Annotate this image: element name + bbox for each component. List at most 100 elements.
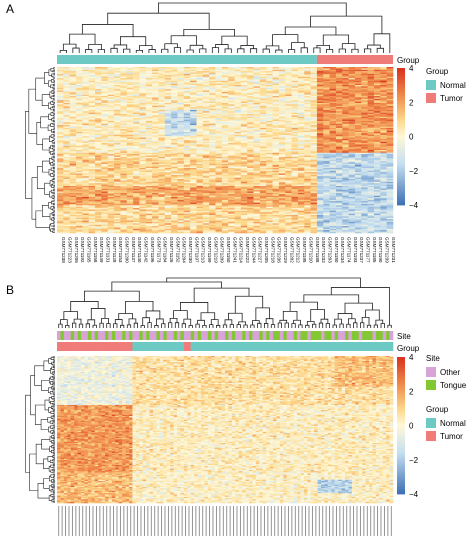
heatmap-cell bbox=[266, 79, 273, 82]
heatmap-cell bbox=[120, 73, 128, 76]
heatmap-cell bbox=[107, 78, 115, 80]
heatmap-cell bbox=[139, 87, 147, 90]
heatmap-cell bbox=[266, 109, 273, 112]
heatmap-cell bbox=[133, 87, 140, 90]
heatmap-cell bbox=[57, 108, 64, 111]
heatmap-cell bbox=[158, 71, 166, 73]
heatmap-cell bbox=[285, 115, 292, 118]
heatmap-cell bbox=[316, 71, 324, 73]
heatmap-cell bbox=[145, 96, 153, 98]
heatmap-cell bbox=[196, 72, 204, 75]
heatmap-cell bbox=[107, 90, 115, 93]
heatmap-cell bbox=[272, 111, 280, 113]
heatmap-cell bbox=[348, 80, 356, 83]
heatmap-cell bbox=[164, 109, 172, 112]
heatmap-cell bbox=[158, 105, 166, 108]
heatmap-cell bbox=[202, 97, 210, 100]
dendrogram-branch bbox=[186, 49, 194, 53]
heatmap-cell bbox=[278, 76, 286, 79]
heatmap-cell bbox=[380, 94, 387, 97]
dendrogram-branch bbox=[31, 177, 38, 220]
heatmap-cell bbox=[158, 68, 166, 71]
heatmap-cell bbox=[234, 101, 242, 104]
heatmap-cell bbox=[152, 108, 159, 111]
heatmap-cell bbox=[380, 76, 387, 79]
dendrogram-branch bbox=[53, 166, 55, 169]
heatmap-cell bbox=[323, 101, 330, 104]
dendrogram-branch bbox=[50, 189, 54, 194]
heatmap-cell bbox=[228, 89, 235, 91]
heatmap-cell bbox=[361, 86, 368, 89]
heatmap-cell bbox=[107, 89, 115, 91]
dendrogram-branch bbox=[135, 49, 143, 53]
heatmap-cell bbox=[164, 105, 172, 108]
heatmap-cell bbox=[190, 67, 197, 69]
heatmap-cell bbox=[171, 100, 178, 102]
heatmap-cell bbox=[76, 108, 83, 111]
heatmap-cell bbox=[76, 98, 83, 101]
heatmap-cell bbox=[82, 83, 89, 86]
heatmap-cell bbox=[190, 120, 197, 123]
heatmap-cell bbox=[386, 102, 394, 105]
heatmap-cell bbox=[101, 107, 109, 109]
heatmap-cell bbox=[107, 101, 115, 104]
heatmap-cell bbox=[183, 86, 191, 89]
heatmap-cell bbox=[323, 78, 330, 80]
heatmap-cell bbox=[373, 72, 381, 75]
heatmap-cell bbox=[114, 108, 121, 111]
heatmap-cell bbox=[304, 79, 311, 82]
heatmap-cell bbox=[177, 111, 185, 113]
heatmap-cell bbox=[272, 67, 280, 69]
heatmap-cell bbox=[107, 71, 115, 73]
heatmap-cell bbox=[196, 86, 204, 89]
heatmap-cell bbox=[304, 91, 311, 94]
heatmap-cell bbox=[76, 115, 83, 118]
heatmap-cell bbox=[361, 100, 368, 102]
heatmap-cell bbox=[139, 104, 147, 107]
annotation-normal-a bbox=[57, 55, 317, 64]
heatmap-cell bbox=[88, 120, 96, 123]
heatmap-cell bbox=[316, 100, 324, 102]
heatmap-cell bbox=[259, 90, 267, 93]
heatmap-cell bbox=[164, 101, 172, 104]
heatmap-cell bbox=[88, 79, 96, 82]
heatmap-cell bbox=[221, 109, 229, 112]
heatmap-cell bbox=[247, 73, 254, 76]
heatmap-cell bbox=[380, 72, 387, 75]
heatmap-cell bbox=[247, 96, 254, 98]
dendrogram-branch bbox=[50, 228, 54, 232]
heatmap-cell bbox=[145, 82, 153, 84]
heatmap-cell bbox=[342, 107, 349, 109]
heatmap-cell bbox=[126, 109, 134, 112]
heatmap-cell bbox=[234, 89, 242, 91]
heatmap-cell bbox=[361, 105, 368, 108]
heatmap-cell bbox=[310, 84, 318, 87]
heatmap-cell bbox=[152, 97, 159, 100]
dendrogram-branch bbox=[189, 44, 204, 51]
heatmap-cell bbox=[329, 100, 337, 102]
heatmap-cell bbox=[133, 67, 140, 69]
heatmap-cell bbox=[373, 68, 381, 71]
heatmap-cell bbox=[354, 79, 362, 82]
heatmap-cell bbox=[329, 109, 337, 112]
heatmap-cell bbox=[139, 107, 147, 109]
heatmap-cell bbox=[348, 94, 356, 97]
heatmap-cell bbox=[107, 82, 115, 84]
heatmap-cell bbox=[247, 87, 254, 90]
dendrogram-branch bbox=[50, 173, 54, 177]
heatmap-cell bbox=[367, 108, 375, 111]
heatmap-cell bbox=[373, 97, 381, 100]
heatmap-cell bbox=[114, 115, 121, 118]
heatmap-cell bbox=[329, 108, 337, 111]
heatmap-cell bbox=[177, 116, 185, 119]
heatmap-cell bbox=[114, 90, 121, 93]
heatmap-cell bbox=[221, 84, 229, 87]
heatmap-cell bbox=[342, 72, 349, 75]
heatmap-cell bbox=[202, 72, 210, 75]
heatmap-cell bbox=[158, 94, 166, 97]
heatmap-cell bbox=[272, 68, 280, 71]
dendrogram-branch bbox=[52, 214, 55, 217]
heatmap-cell bbox=[228, 87, 235, 90]
heatmap-cell bbox=[164, 83, 172, 86]
heatmap-cell bbox=[291, 69, 299, 72]
